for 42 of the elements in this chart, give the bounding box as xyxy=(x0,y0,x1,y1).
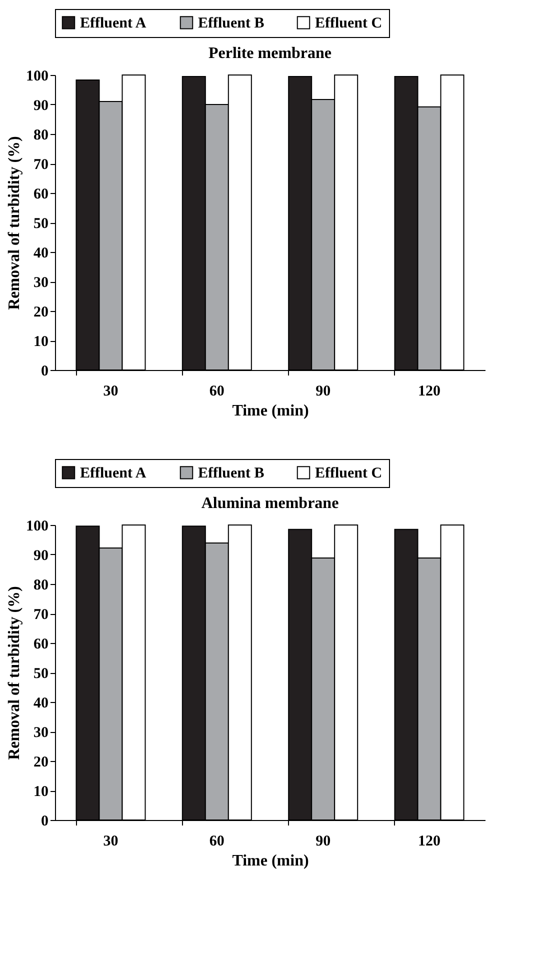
y-tick-label: 90 xyxy=(34,548,48,564)
y-tick-label: 40 xyxy=(34,246,48,262)
x-tick-label: 30 xyxy=(103,384,118,400)
y-tick-label: 100 xyxy=(26,518,48,534)
y-tick-label: 30 xyxy=(34,275,48,291)
y-tick-label: 60 xyxy=(34,636,48,652)
legend-label: Effluent C xyxy=(315,16,382,32)
y-tick-label: 10 xyxy=(34,784,48,800)
y-tick-label: 60 xyxy=(34,186,48,202)
y-tick-label: 10 xyxy=(34,334,48,350)
y-tick-label: 0 xyxy=(41,814,48,830)
x-tick-label: 120 xyxy=(418,834,441,850)
x-tick-label: 90 xyxy=(316,834,331,850)
y-tick-label: 20 xyxy=(34,754,48,770)
legend-label: Effluent B xyxy=(198,466,264,482)
chart-title: Perlite membrane xyxy=(208,45,332,62)
x-tick-label: 60 xyxy=(209,834,224,850)
x-tick-label: 60 xyxy=(209,384,224,400)
x-tick-label: 120 xyxy=(418,384,441,400)
y-tick-label: 0 xyxy=(41,364,48,380)
legend-label: Effluent A xyxy=(80,16,146,32)
y-axis-title: Removal of turbidity (%) xyxy=(6,136,23,310)
y-tick-label: 70 xyxy=(34,607,48,623)
y-tick-label: 100 xyxy=(26,68,48,84)
legend-label: Effluent C xyxy=(315,466,382,482)
legend-label: Effluent A xyxy=(80,466,146,482)
y-tick-label: 80 xyxy=(34,578,48,594)
legend-label: Effluent B xyxy=(198,16,264,32)
y-tick-label: 30 xyxy=(34,725,48,741)
x-tick-label: 90 xyxy=(316,384,331,400)
chart-title: Alumina membrane xyxy=(201,495,339,512)
x-tick-label: 30 xyxy=(103,834,118,850)
y-axis-title: Removal of turbidity (%) xyxy=(6,586,23,760)
y-tick-label: 90 xyxy=(34,98,48,114)
y-tick-label: 50 xyxy=(34,666,48,682)
x-axis-title: Time (min) xyxy=(232,402,309,420)
x-axis-title: Time (min) xyxy=(232,852,309,870)
y-tick-label: 70 xyxy=(34,157,48,173)
y-tick-label: 20 xyxy=(34,304,48,320)
y-tick-label: 50 xyxy=(34,216,48,232)
y-tick-label: 40 xyxy=(34,696,48,712)
y-tick-label: 80 xyxy=(34,128,48,144)
